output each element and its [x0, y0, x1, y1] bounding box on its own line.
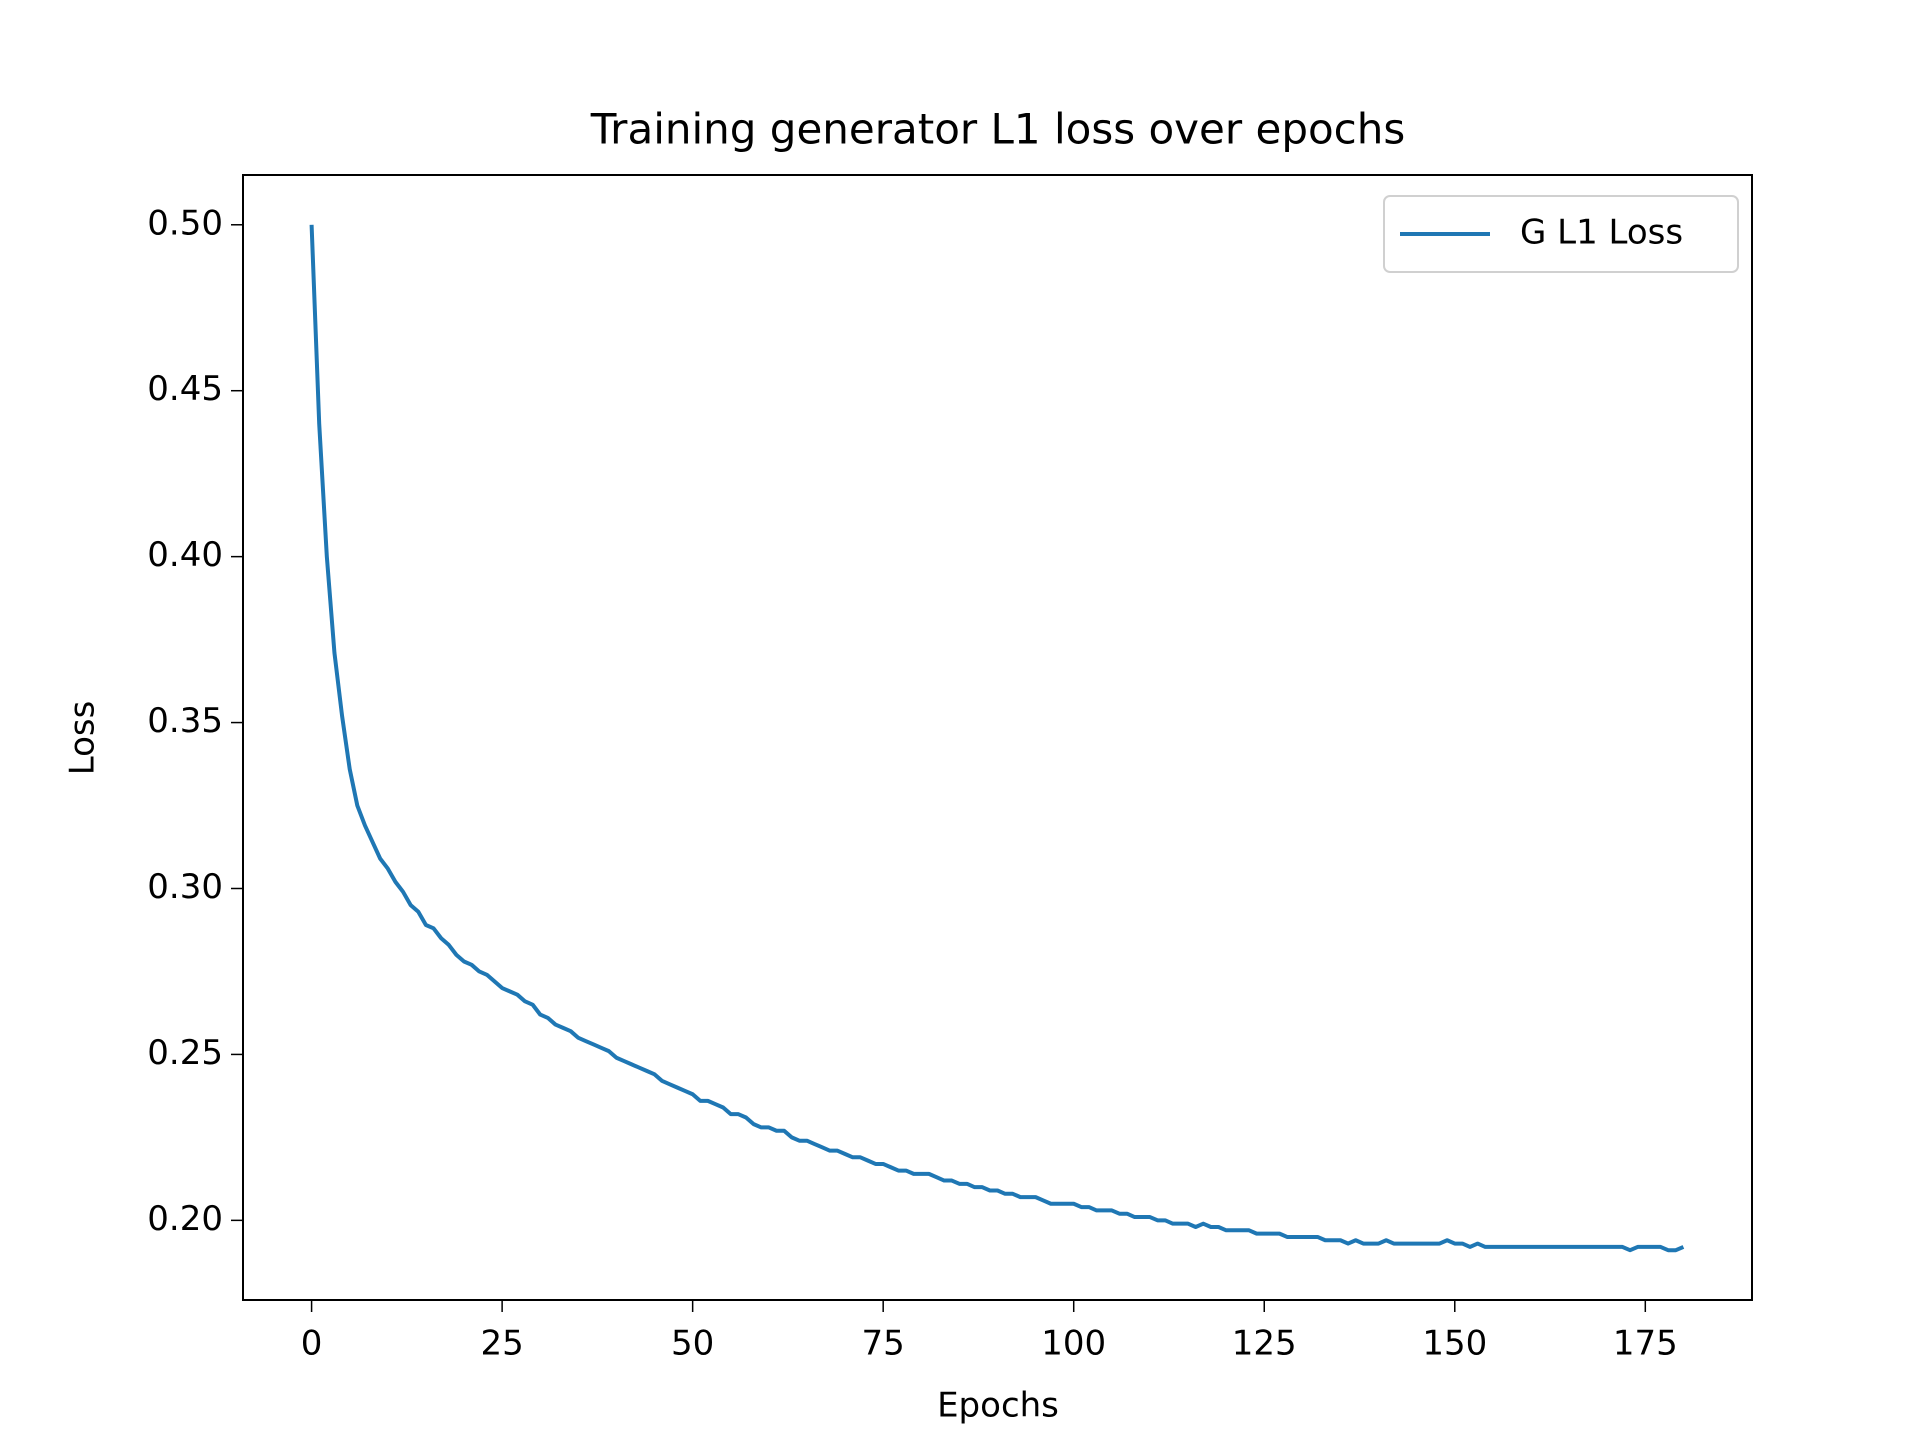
x-tick-label: 150 — [1422, 1324, 1487, 1364]
y-tick-label: 0.25 — [147, 1033, 223, 1073]
y-tick-label: 0.20 — [147, 1199, 223, 1239]
y-tick-label: 0.45 — [147, 369, 223, 409]
x-tick-label: 0 — [301, 1324, 323, 1364]
x-tick-label: 100 — [1041, 1324, 1106, 1364]
legend-box — [1383, 195, 1739, 273]
x-axis-label: Epochs — [937, 1386, 1059, 1426]
y-tick-label: 0.40 — [147, 535, 223, 575]
y-axis-label: Loss — [63, 701, 103, 776]
x-tick-label: 75 — [862, 1324, 905, 1364]
data-line — [309, 224, 1685, 1253]
chart-title: Training generator L1 loss over epochs — [590, 105, 1406, 154]
y-tick-label: 0.30 — [147, 867, 223, 907]
x-tick-label: 125 — [1232, 1324, 1297, 1364]
y-tick-label: 0.35 — [147, 701, 223, 741]
x-tick-label: 25 — [480, 1324, 523, 1364]
plot-frame — [242, 174, 1753, 1301]
x-tick-label: 175 — [1613, 1324, 1678, 1364]
y-tick-label: 0.50 — [147, 203, 223, 243]
legend-label: G L1 Loss — [1520, 213, 1683, 253]
x-tick-label: 50 — [671, 1324, 714, 1364]
